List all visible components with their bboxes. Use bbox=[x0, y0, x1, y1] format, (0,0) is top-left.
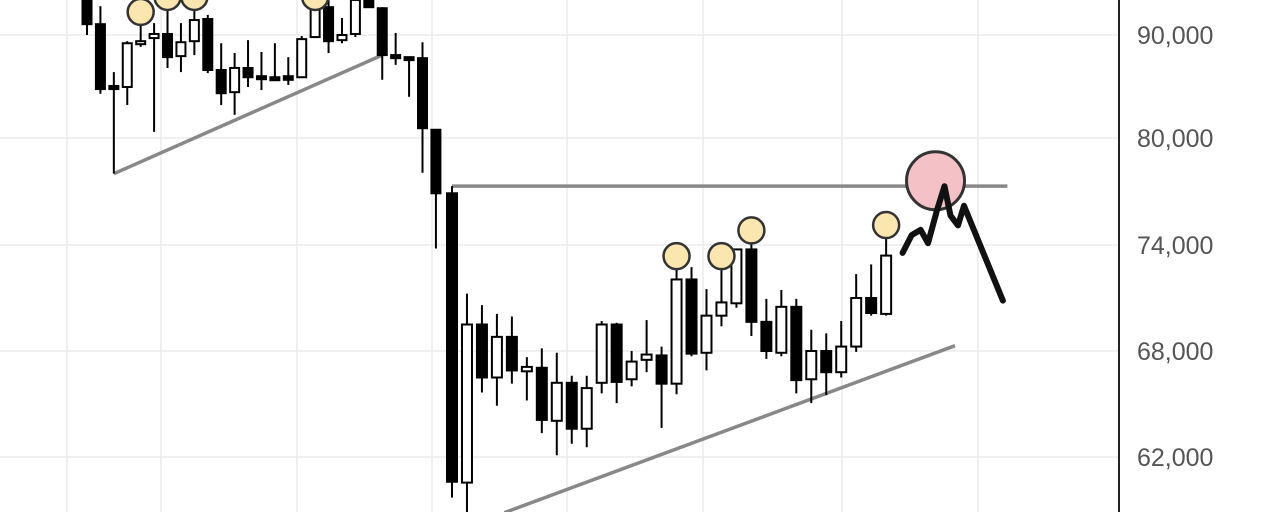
candle-up bbox=[835, 345, 848, 374]
candle-up bbox=[336, 34, 348, 42]
candle-down bbox=[269, 76, 281, 82]
highlight-circle bbox=[126, 0, 155, 27]
candle-up bbox=[490, 335, 503, 379]
grid bbox=[0, 0, 1119, 512]
candle-down bbox=[363, 0, 375, 9]
rising-support-line bbox=[503, 344, 956, 512]
candle-up bbox=[880, 254, 893, 315]
candle-up bbox=[850, 297, 863, 348]
candle-down bbox=[255, 75, 267, 81]
candle-down bbox=[417, 57, 428, 130]
candle-up bbox=[595, 323, 608, 384]
candle-down bbox=[760, 320, 773, 353]
candle-down bbox=[108, 84, 120, 91]
candle-down bbox=[446, 192, 458, 483]
candle-up bbox=[700, 314, 713, 354]
candle-up bbox=[296, 38, 308, 79]
left-support-line bbox=[113, 53, 383, 176]
candle-down bbox=[202, 18, 214, 72]
highlight-circle bbox=[871, 210, 901, 240]
y-tick-label: 68,000 bbox=[1137, 338, 1213, 366]
candle-down bbox=[565, 381, 578, 430]
candles bbox=[81, 0, 893, 512]
projection-path bbox=[899, 183, 1006, 304]
candle-down bbox=[323, 6, 335, 43]
candle-down bbox=[242, 66, 254, 79]
candle-up bbox=[715, 301, 728, 317]
candle-down bbox=[610, 323, 623, 383]
candle-up bbox=[625, 360, 638, 381]
candle-up bbox=[135, 40, 147, 46]
candle-up bbox=[550, 381, 563, 422]
candle-up bbox=[349, 0, 361, 35]
candle-down bbox=[94, 23, 106, 91]
candle-down bbox=[505, 335, 518, 372]
y-tick-label: 80,000 bbox=[1137, 125, 1213, 153]
annotations bbox=[126, 0, 1006, 304]
highlight-circle bbox=[737, 216, 766, 245]
candle-up bbox=[460, 323, 473, 484]
target-circle bbox=[905, 150, 967, 212]
candle-up bbox=[805, 350, 818, 381]
candle-down bbox=[655, 354, 668, 385]
highlight-circle bbox=[180, 0, 209, 12]
candle-up bbox=[775, 305, 788, 354]
candle-up bbox=[640, 353, 653, 361]
candle-up bbox=[229, 66, 241, 94]
y-tick-label: 90,000 bbox=[1137, 22, 1213, 50]
candle-up bbox=[520, 365, 533, 373]
candle-up bbox=[175, 41, 187, 58]
trendlines bbox=[113, 53, 1008, 512]
candle-down bbox=[430, 128, 442, 195]
candle-down bbox=[535, 366, 548, 421]
candle-up bbox=[670, 278, 683, 385]
highlight-circle bbox=[153, 0, 182, 12]
highlight-circle bbox=[301, 0, 330, 12]
candle-up bbox=[121, 42, 133, 89]
candle-down bbox=[162, 32, 174, 59]
y-tick-label: 74,000 bbox=[1137, 232, 1213, 260]
candle-down bbox=[475, 323, 488, 379]
candle-up bbox=[730, 248, 743, 305]
candle-up bbox=[188, 19, 200, 43]
candle-down bbox=[403, 56, 415, 62]
highlight-circle bbox=[707, 241, 736, 271]
candle-down bbox=[790, 305, 803, 382]
y-tick-label: 62,000 bbox=[1137, 444, 1213, 472]
candle-down bbox=[215, 69, 227, 95]
candle-down bbox=[745, 248, 758, 323]
candle-up bbox=[580, 387, 593, 430]
candle-down bbox=[282, 75, 294, 81]
candle-up bbox=[309, 6, 321, 39]
candle-down bbox=[81, 0, 93, 26]
candle-down bbox=[685, 278, 698, 355]
candle-down bbox=[820, 350, 833, 374]
y-axis-ticks: 90,000 80,000 74,000 68,000 62,000 bbox=[1137, 22, 1213, 472]
candle-down bbox=[376, 7, 388, 57]
candle-up bbox=[148, 32, 160, 40]
highlight-circle bbox=[662, 241, 691, 271]
candle-down bbox=[390, 54, 402, 60]
candle-down bbox=[865, 297, 878, 315]
